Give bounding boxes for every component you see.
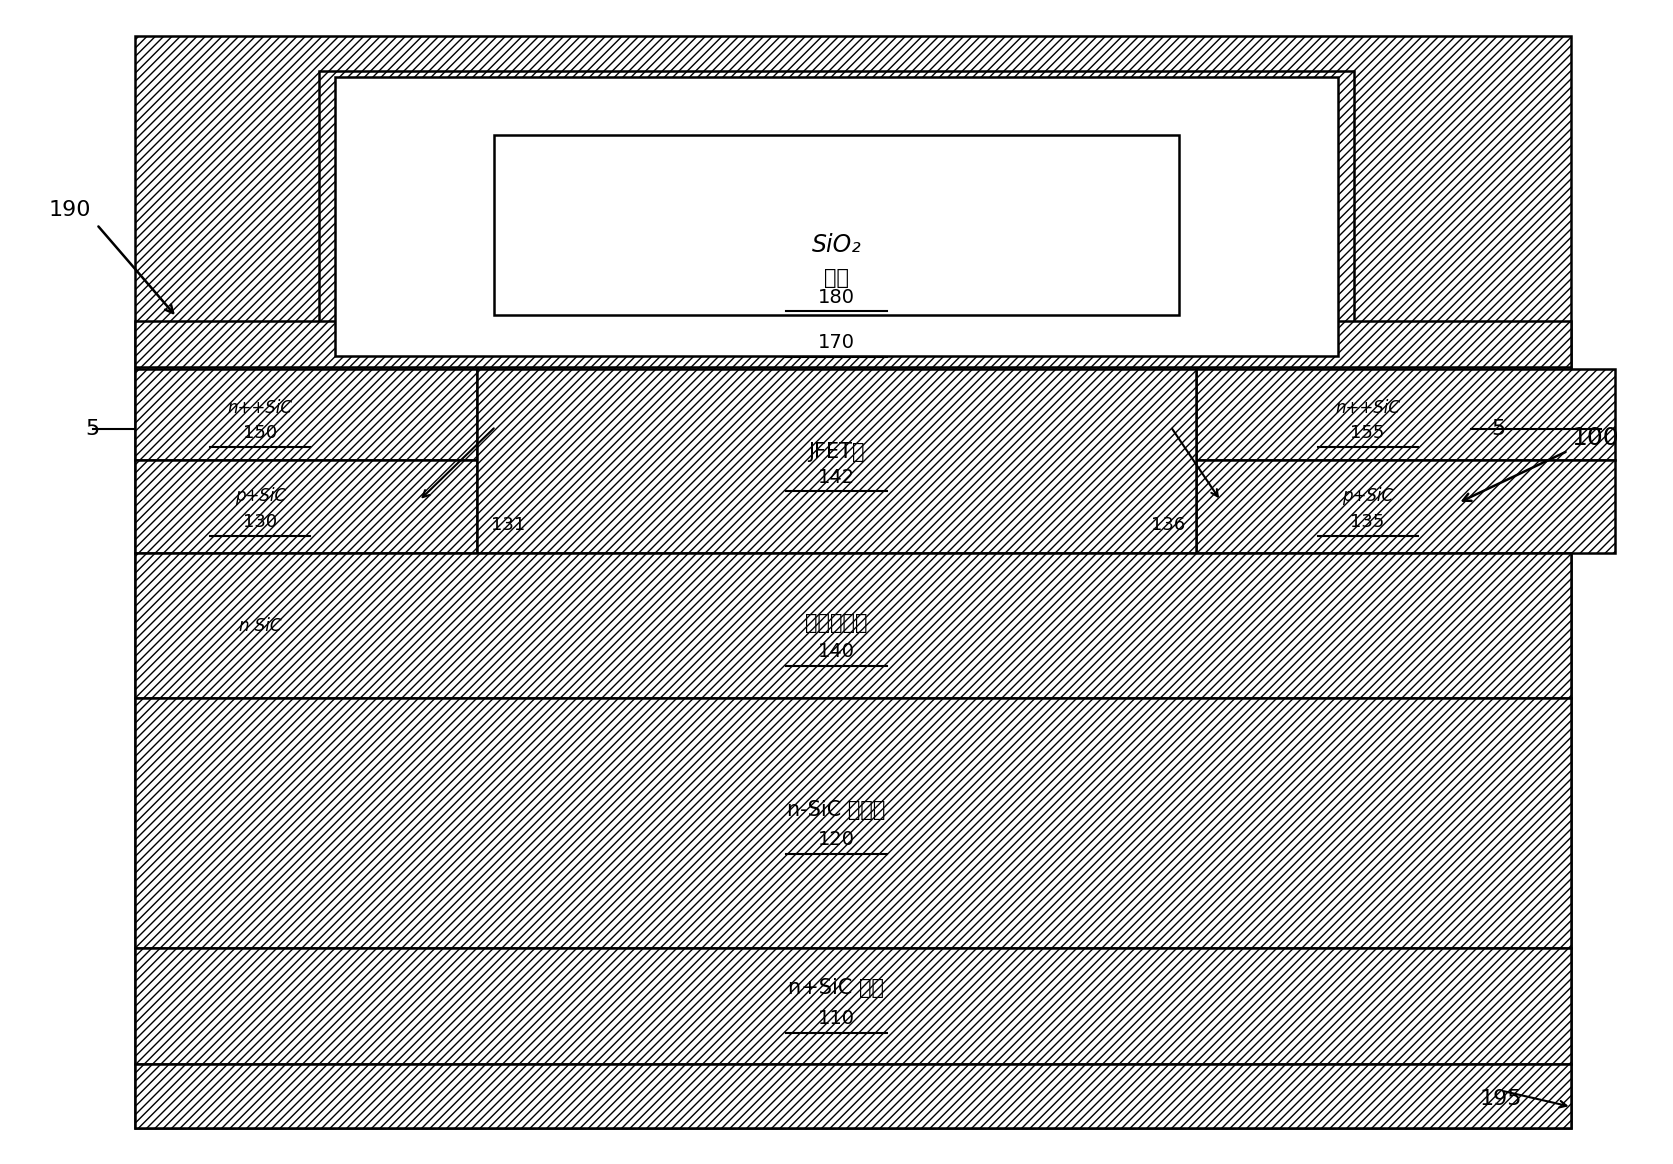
Bar (136, 698, 1571, 947)
Text: n+SiC 村底: n+SiC 村底 (788, 979, 885, 999)
Text: n SiC: n SiC (239, 617, 281, 636)
Text: SiO₂: SiO₂ (811, 233, 862, 257)
Bar (136, 947, 1571, 1064)
Text: p+SiC: p+SiC (1342, 487, 1394, 505)
Text: p+SiC: p+SiC (234, 487, 286, 505)
Bar (1196, 369, 1614, 460)
Bar (136, 36, 1571, 1128)
Text: 5: 5 (85, 419, 99, 439)
Bar (1196, 460, 1614, 553)
Text: n++SiC: n++SiC (228, 399, 293, 417)
Bar (494, 135, 1179, 315)
Text: 170: 170 (818, 333, 855, 353)
Text: 135: 135 (1350, 512, 1385, 531)
Bar (320, 71, 1353, 361)
Bar (136, 321, 1571, 367)
Text: JFET区: JFET区 (808, 442, 865, 462)
Text: 100: 100 (1571, 426, 1619, 450)
Text: 140: 140 (818, 643, 855, 661)
Text: 195: 195 (1479, 1088, 1522, 1109)
Text: 150: 150 (243, 425, 278, 442)
Text: 130: 130 (243, 512, 278, 531)
Text: 155: 155 (1350, 425, 1385, 442)
Text: 142: 142 (818, 468, 855, 487)
Text: 5: 5 (1491, 419, 1506, 439)
Text: 居极: 居极 (825, 268, 848, 288)
Bar (136, 369, 477, 460)
Text: n++SiC: n++SiC (1335, 399, 1400, 417)
Bar (136, 460, 477, 553)
Bar (136, 553, 1571, 698)
Text: 110: 110 (818, 1009, 855, 1028)
Bar (335, 77, 1338, 355)
Text: n-SiC 漂移区: n-SiC 漂移区 (788, 800, 885, 819)
Text: 180: 180 (818, 288, 855, 307)
Text: 131: 131 (490, 516, 525, 534)
Text: 136: 136 (1151, 516, 1184, 534)
Bar (477, 118, 1196, 321)
Text: 190: 190 (49, 200, 90, 220)
Bar (136, 1064, 1571, 1128)
Text: 120: 120 (818, 830, 855, 850)
Bar (477, 369, 1196, 553)
Text: 电流扩展层: 电流扩展层 (805, 612, 868, 633)
